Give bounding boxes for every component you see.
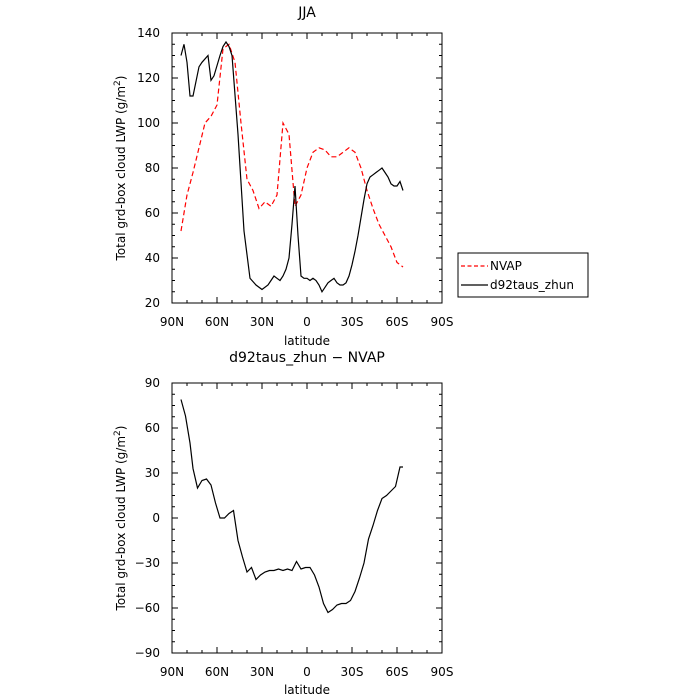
y-tick-label: 100 — [137, 116, 160, 130]
x-tick-label: 60S — [386, 665, 409, 679]
x-tick-label: 90N — [160, 665, 184, 679]
y-tick-label: −30 — [135, 556, 160, 570]
chart-title: JJA — [297, 5, 316, 21]
x-tick-label: 90S — [431, 665, 454, 679]
chart-panel-difference: d92taus_zhun − NVAP 90N 60N 30N 0 30S 60S 90S … — [113, 350, 453, 697]
y-axis-label-sup: 2 — [113, 80, 123, 86]
x-tick-label: 90N — [160, 315, 184, 329]
y-tick-label: 0 — [152, 511, 160, 525]
series-line-d92taus-zhun — [180, 40, 404, 294]
axis-ticks — [171, 382, 443, 654]
legend-label-nvap: NVAP — [490, 259, 522, 273]
x-tick-label: 60N — [205, 665, 229, 679]
y-axis-label-end: ) — [114, 76, 128, 81]
chart-panel-jja: JJA 90N 60N 30N 0 30S 60S 90S 20 40 60 80 100 120 14… — [113, 5, 589, 348]
axis-ticks — [171, 32, 443, 304]
y-tick-label: −90 — [135, 646, 160, 660]
plot-frame — [171, 382, 443, 654]
series-lines — [180, 399, 403, 614]
y-tick-labels: −90 −60 −30 0 30 60 90 — [135, 376, 160, 660]
x-tick-label: 60S — [386, 315, 409, 329]
x-tick-label: 0 — [303, 665, 311, 679]
y-axis-label-main: Total grd-box cloud LWP (g/m — [114, 436, 128, 611]
x-tick-labels: 90N 60N 30N 0 30S 60S 90S — [160, 665, 454, 679]
y-tick-label: 140 — [137, 26, 160, 40]
x-tick-label: 60N — [205, 315, 229, 329]
y-tick-label: 20 — [145, 296, 160, 310]
y-tick-label: 80 — [145, 161, 160, 175]
x-tick-label: 30N — [250, 315, 274, 329]
y-tick-label: 60 — [145, 421, 160, 435]
series-line-nvap — [180, 43, 404, 268]
x-tick-labels: 90N 60N 30N 0 30S 60S 90S — [160, 315, 454, 329]
legend-box — [457, 252, 589, 298]
x-tick-label: 30S — [341, 315, 364, 329]
y-axis-label: Total grd-box cloud LWP (g/m2) — [113, 426, 128, 612]
plot-frame — [171, 32, 443, 304]
chart-title: d92taus_zhun − NVAP — [229, 350, 385, 366]
y-axis-label-end: ) — [114, 426, 128, 431]
y-tick-label: 90 — [145, 376, 160, 390]
y-tick-label: 40 — [145, 251, 160, 265]
x-tick-label: 0 — [303, 315, 311, 329]
y-axis-label: Total grd-box cloud LWP (g/m2) — [113, 76, 128, 262]
y-tick-label: 30 — [145, 466, 160, 480]
y-tick-label: 60 — [145, 206, 160, 220]
y-tick-labels: 20 40 60 80 100 120 140 — [137, 26, 160, 310]
series-line-difference — [180, 399, 403, 614]
legend-label-d92taus-zhun: d92taus_zhun — [490, 278, 574, 292]
series-lines — [180, 40, 404, 294]
legend: NVAP d92taus_zhun — [457, 252, 589, 298]
y-axis-label-sup: 2 — [113, 430, 123, 436]
x-axis-label: latitude — [284, 334, 330, 348]
y-tick-label: −60 — [135, 601, 160, 615]
y-tick-label: 120 — [137, 71, 160, 85]
x-axis-label: latitude — [284, 683, 330, 697]
x-tick-label: 90S — [431, 315, 454, 329]
y-axis-label-main: Total grd-box cloud LWP (g/m — [114, 86, 128, 261]
x-tick-label: 30N — [250, 665, 274, 679]
x-tick-label: 30S — [341, 665, 364, 679]
